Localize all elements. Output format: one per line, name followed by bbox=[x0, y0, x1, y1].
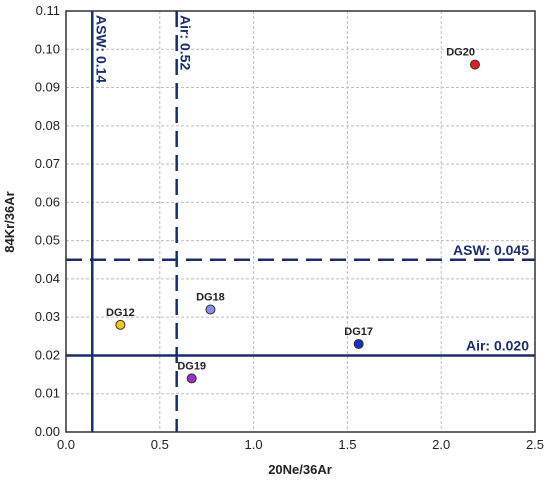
x-tick-label: 2.0 bbox=[432, 437, 450, 452]
y-tick-label: 0.08 bbox=[35, 118, 60, 133]
grid-lines bbox=[65, 10, 536, 433]
data-point bbox=[353, 338, 364, 349]
reference-label: Air: 0.020 bbox=[466, 337, 529, 353]
x-tick-label: 1.0 bbox=[245, 437, 263, 452]
y-tick-label: 0.10 bbox=[35, 41, 60, 56]
y-tick-label: 0.07 bbox=[35, 156, 60, 171]
x-tick-label: 0.5 bbox=[151, 437, 169, 452]
y-tick-label: 0.04 bbox=[35, 271, 60, 286]
x-tick-label: 2.5 bbox=[526, 437, 544, 452]
data-point bbox=[186, 373, 197, 384]
y-tick-label: 0.09 bbox=[35, 80, 60, 95]
reference-label: ASW: 0.14 bbox=[93, 15, 109, 83]
y-tick-label: 0.01 bbox=[35, 386, 60, 401]
y-tick-label: 0.05 bbox=[35, 233, 60, 248]
x-tick-label: 0.0 bbox=[57, 437, 75, 452]
axes: 0.0 0.5 1.0 1.5 2.0 2.5 0.00 0.01 0.02 0.03 0.04 0.… bbox=[35, 3, 544, 452]
data-point-label: DG18 bbox=[196, 292, 225, 304]
data-points: DG20 DG12 DG18 DG17 DG19 bbox=[106, 47, 480, 384]
plot-frame bbox=[65, 10, 536, 433]
data-point-label: DG12 bbox=[106, 307, 135, 319]
x-axis-title: 20Ne/36Ar bbox=[268, 462, 332, 477]
y-tick-label: 0.06 bbox=[35, 194, 60, 209]
data-point-label: DG20 bbox=[446, 47, 475, 59]
y-tick-label: 0.02 bbox=[35, 347, 60, 362]
data-point bbox=[115, 319, 126, 330]
y-tick-label: 0.11 bbox=[36, 3, 60, 18]
y-tick-label: 0.00 bbox=[35, 424, 60, 439]
y-tick-label: 0.03 bbox=[35, 309, 60, 324]
data-point bbox=[205, 304, 216, 315]
y-axis-title: 84Kr/36Ar bbox=[2, 191, 17, 252]
data-point bbox=[469, 59, 480, 70]
data-point-label: DG19 bbox=[177, 360, 206, 372]
reference-lines: ASW: 0.14 Air: 0.52 ASW: 0.045 Air: 0.020 bbox=[66, 11, 535, 432]
data-point-label: DG17 bbox=[344, 326, 373, 338]
x-tick-label: 1.5 bbox=[338, 437, 356, 452]
reference-label: Air: 0.52 bbox=[178, 15, 194, 70]
reference-label: ASW: 0.045 bbox=[453, 242, 529, 258]
